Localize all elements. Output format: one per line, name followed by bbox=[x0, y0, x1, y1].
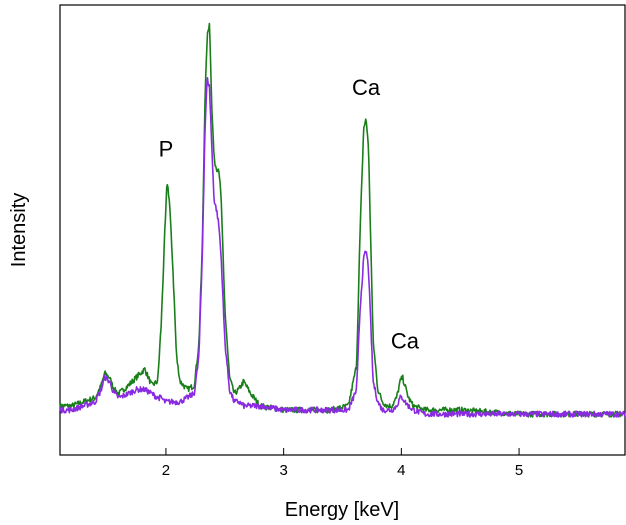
x-tick-label: 4 bbox=[397, 462, 405, 479]
spectrum-series-1 bbox=[59, 22, 626, 418]
peak-label: Ca bbox=[352, 75, 381, 100]
y-axis-title: Intensity bbox=[8, 193, 30, 267]
peak-annotations: P Pb Ca Ca bbox=[159, 0, 420, 354]
x-tick-label: 5 bbox=[515, 462, 523, 479]
peak-label: P bbox=[159, 136, 174, 161]
x-tick-label: 3 bbox=[279, 462, 287, 479]
series-group bbox=[59, 22, 626, 418]
spectrum-series-2 bbox=[59, 77, 626, 418]
x-tick-label: 2 bbox=[162, 462, 170, 479]
x-axis-title: Energy [keV] bbox=[285, 499, 400, 521]
x-ticks: 2 3 4 5 bbox=[162, 448, 523, 479]
plot-frame bbox=[59, 4, 626, 456]
peak-label: Ca bbox=[391, 329, 420, 354]
peak-label: Pb bbox=[196, 0, 223, 2]
